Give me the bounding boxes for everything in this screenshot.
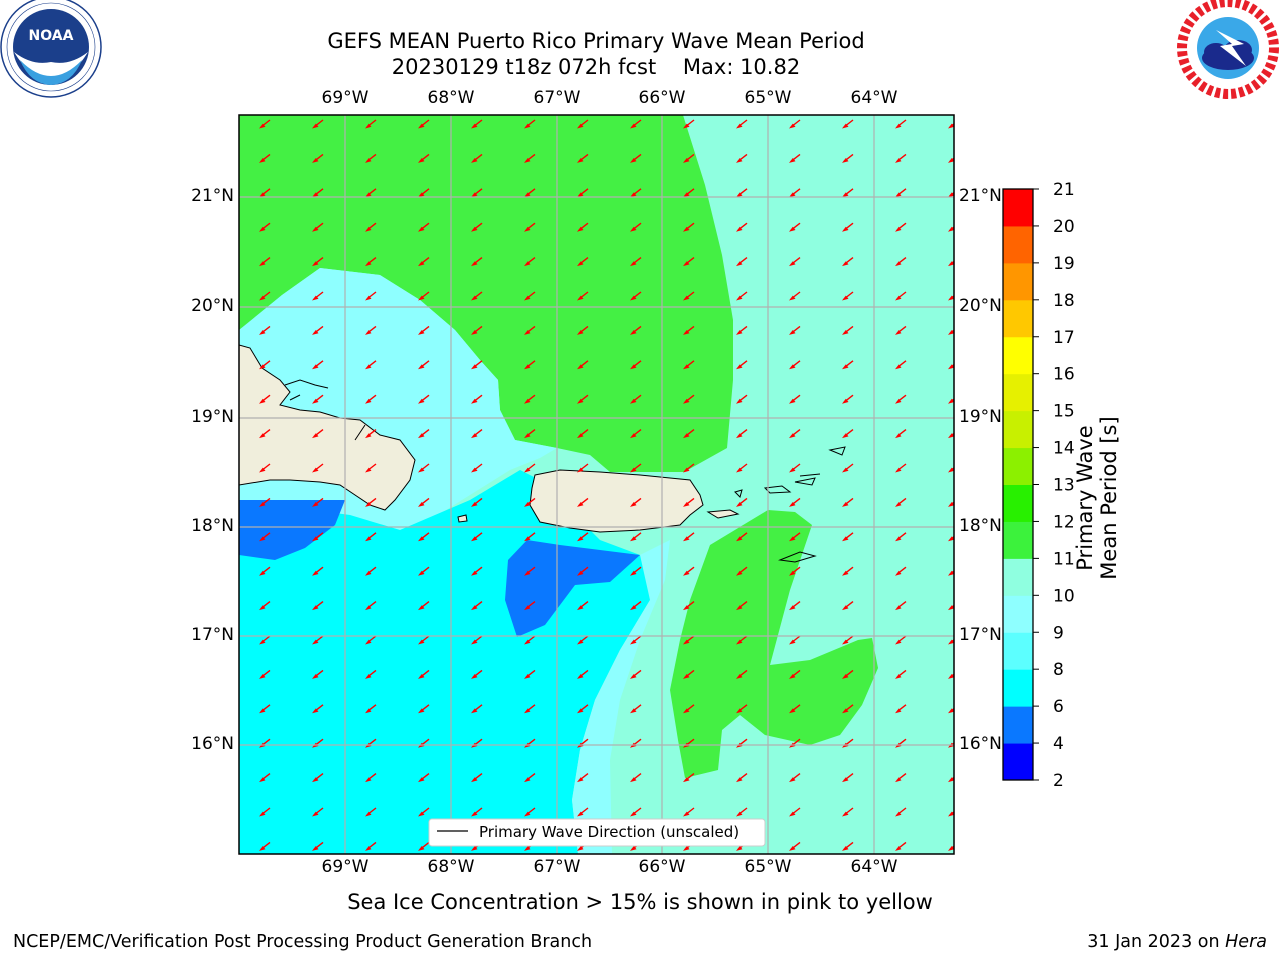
gridlines xyxy=(239,115,954,854)
lon-tick-bottom: 65°W xyxy=(744,857,792,877)
lon-tick-top: 65°W xyxy=(744,88,792,108)
colorbar-segment xyxy=(1003,558,1033,596)
lat-tick-left: 16°N xyxy=(191,734,234,754)
lon-tick-bottom: 66°W xyxy=(638,857,686,877)
lon-tick-top: 64°W xyxy=(850,88,898,108)
colorbar-tick-label: 13 xyxy=(1053,476,1075,496)
lat-tick-right: 16°N xyxy=(959,734,1002,754)
colorbar-tick-label: 6 xyxy=(1053,697,1064,717)
lat-tick-left: 21°N xyxy=(191,186,234,206)
nws-logo xyxy=(1177,0,1279,99)
lon-tick-bottom: 68°W xyxy=(427,857,475,877)
colorbar-label: Primary Wave Mean Period [s] xyxy=(1073,416,1121,580)
colorbar-tick-label: 18 xyxy=(1053,291,1075,311)
colorbar-tick-label: 8 xyxy=(1053,660,1064,680)
colorbar-tick-label: 10 xyxy=(1053,586,1075,606)
colorbar-tick-label: 16 xyxy=(1053,365,1075,385)
lon-tick-bottom: 69°W xyxy=(321,857,369,877)
colorbar-tick-label: 11 xyxy=(1053,549,1075,569)
lat-tick-left: 17°N xyxy=(191,625,234,645)
colorbar-tick-label: 19 xyxy=(1053,254,1075,274)
lat-tick-right: 21°N xyxy=(959,186,1002,206)
lon-tick-bottom: 64°W xyxy=(850,857,898,877)
colorbar-segment xyxy=(1003,669,1033,707)
colorbar-segment xyxy=(1003,410,1033,449)
colorbar-segment xyxy=(1003,484,1033,522)
colorbar-tick-label: 20 xyxy=(1053,217,1075,237)
max-value: Max: 10.82 xyxy=(682,55,801,79)
colorbar-segment xyxy=(1003,521,1033,559)
colorbar-tick-label: 2 xyxy=(1053,771,1064,791)
lon-tick-top: 68°W xyxy=(427,88,475,108)
colorbar-segment xyxy=(1003,189,1033,227)
puerto-rico-land xyxy=(529,469,704,533)
forecast-label: 20230129 t18z 072h fcst xyxy=(391,55,657,79)
lat-tick-left: 20°N xyxy=(191,296,234,316)
colorbar-segment xyxy=(1003,262,1033,301)
footer-branch: NCEP/EMC/Verification Post Processing Pr… xyxy=(13,932,593,952)
lon-tick-top: 67°W xyxy=(533,88,581,108)
virgin-islands xyxy=(734,446,846,563)
footer-host: Hera xyxy=(1225,932,1267,952)
green-zone-north xyxy=(239,115,733,472)
colorbar-tick-label: 9 xyxy=(1053,623,1064,643)
legend-label: Primary Wave Direction (unscaled) xyxy=(479,823,739,841)
colorbar-segment xyxy=(1003,632,1033,670)
light-cyan-band xyxy=(572,540,670,854)
lat-tick-left: 19°N xyxy=(191,407,234,427)
colorbar-segment xyxy=(1003,595,1033,633)
lat-tick-left: 18°N xyxy=(191,516,234,536)
map-panel xyxy=(239,115,954,854)
colorbar-segment xyxy=(1003,743,1033,781)
lat-tick-right: 19°N xyxy=(959,407,1002,427)
lon-tick-top: 69°W xyxy=(321,88,369,108)
colorbar-segment xyxy=(1003,225,1033,264)
hispaniola-north-coast xyxy=(284,379,366,441)
colorbar-tick-label: 17 xyxy=(1053,328,1075,348)
footer-date: 31 Jan 2023 on Hera xyxy=(1087,932,1267,952)
blue-zone-west xyxy=(239,500,345,560)
footer-date-text: 31 Jan 2023 on xyxy=(1087,932,1226,952)
noaa-logo: NOAA xyxy=(0,0,102,98)
blue-zone-south xyxy=(505,540,640,637)
colorbar-segment xyxy=(1003,299,1033,338)
lat-tick-right: 18°N xyxy=(959,516,1002,536)
colorbar-segment xyxy=(1003,706,1033,744)
lon-tick-top: 66°W xyxy=(638,88,686,108)
lat-tick-right: 20°N xyxy=(959,296,1002,316)
colorbar-tick-label: 12 xyxy=(1053,512,1075,532)
green-zone-south xyxy=(670,510,878,778)
arrow-legend: Primary Wave Direction (unscaled) xyxy=(428,818,766,847)
colorbar-tick-label: 4 xyxy=(1053,734,1064,754)
lat-tick-right: 17°N xyxy=(959,625,1002,645)
colorbar-tick-label: 21 xyxy=(1053,180,1075,200)
lon-tick-bottom: 67°W xyxy=(533,857,581,877)
svg-text:NOAA: NOAA xyxy=(29,28,74,44)
colorbar-segment xyxy=(1003,336,1033,375)
vieques-island xyxy=(706,509,740,519)
map-subtitle: 20230129 t18z 072h fcst Max: 10.82 xyxy=(0,54,1192,80)
colorbar-segment xyxy=(1003,373,1033,412)
colorbar-tick-label: 15 xyxy=(1053,402,1075,422)
colorbar-tick-label: 14 xyxy=(1053,439,1075,459)
mona-island xyxy=(457,514,468,523)
colorbar: 2 4 6 8 9 10 11 12 13 14 15 16 17 18 19 20 21 xyxy=(1002,180,1075,791)
map-frame xyxy=(238,114,955,855)
sea-ice-note: Sea Ice Concentration > 15% is shown in … xyxy=(347,890,933,914)
colorbar-segment xyxy=(1003,447,1033,485)
map-title: GEFS MEAN Puerto Rico Primary Wave Mean … xyxy=(327,29,865,53)
